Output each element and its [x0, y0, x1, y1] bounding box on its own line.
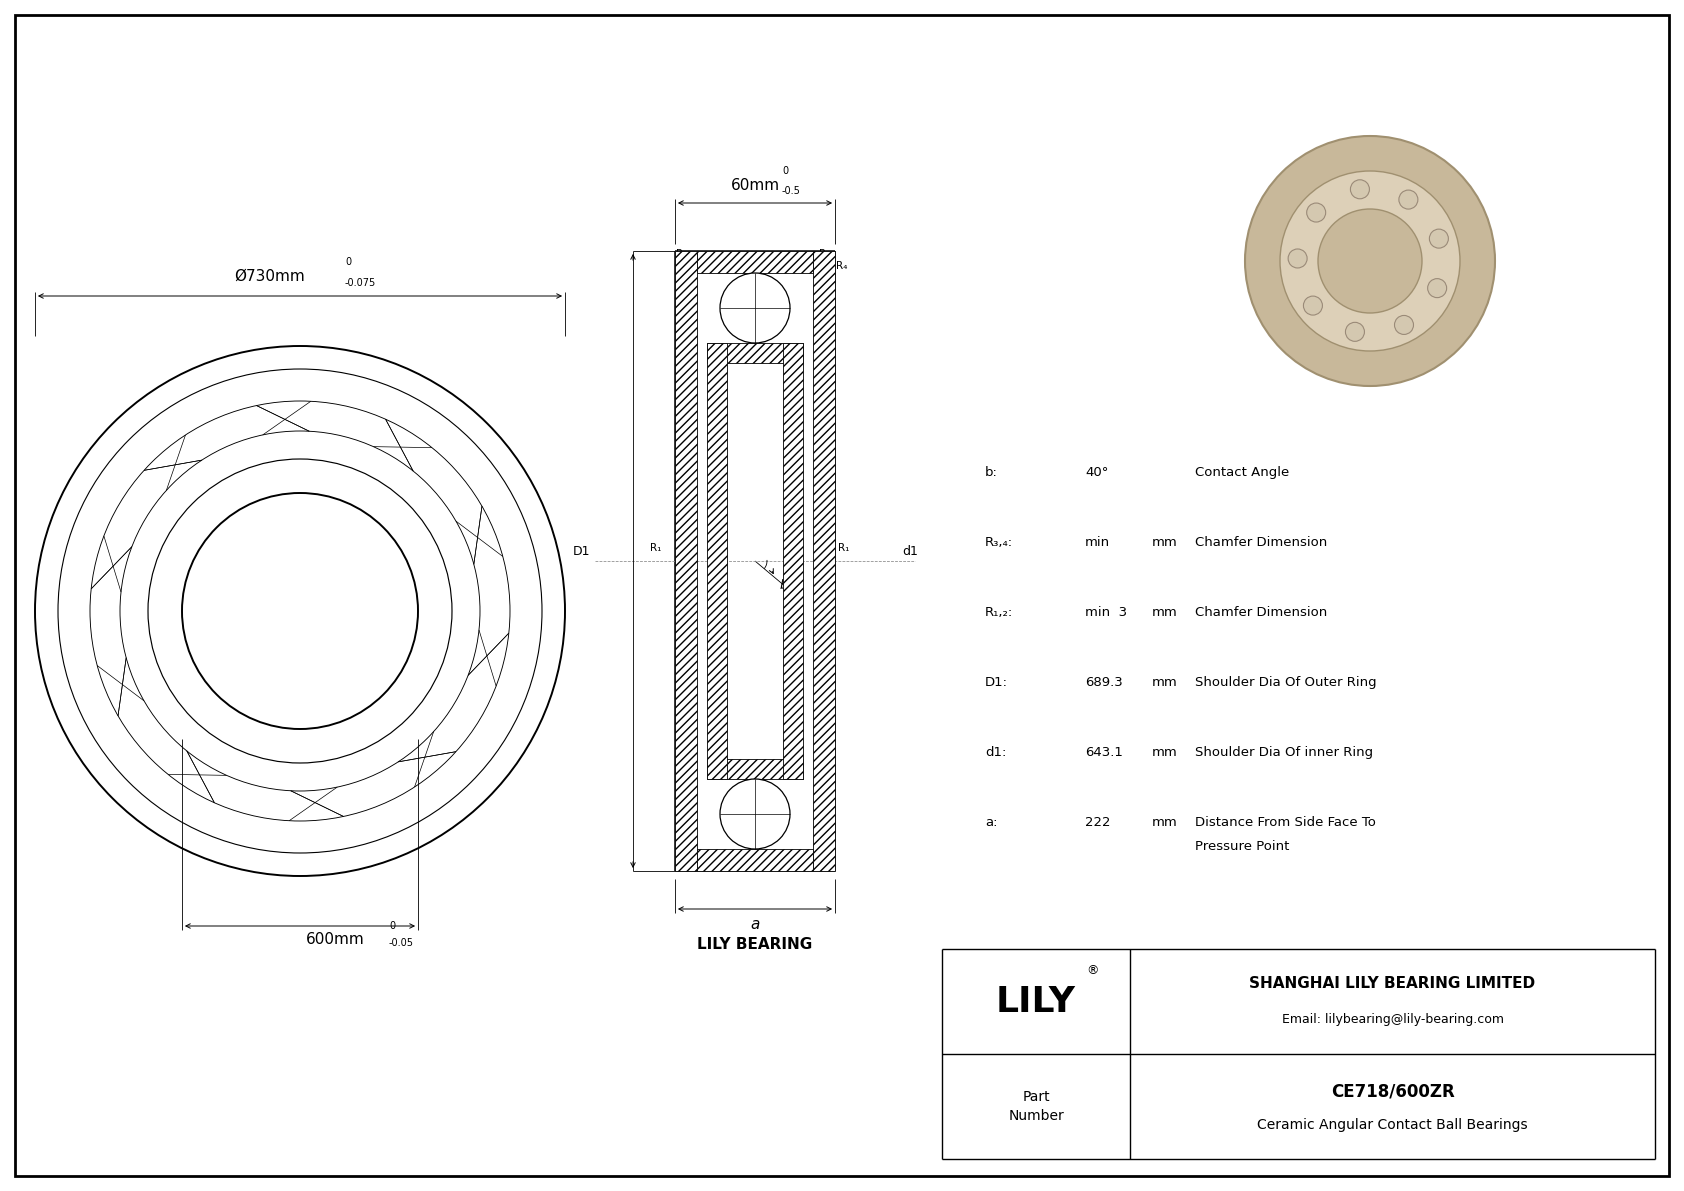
Text: Chamfer Dimension: Chamfer Dimension	[1196, 606, 1327, 619]
Text: ®: ®	[1086, 965, 1098, 978]
Text: Distance From Side Face To: Distance From Side Face To	[1196, 816, 1376, 829]
Circle shape	[1307, 202, 1325, 222]
Text: Email: lilybearing@lily-bearing.com: Email: lilybearing@lily-bearing.com	[1282, 1014, 1504, 1025]
Text: R₁,₂:: R₁,₂:	[985, 606, 1014, 619]
Bar	[707, 343, 727, 779]
Bar	[675, 251, 697, 871]
Text: mm: mm	[1152, 746, 1177, 759]
Text: Ø730mm: Ø730mm	[234, 269, 305, 283]
Text: d1: d1	[903, 545, 918, 559]
Text: R₂: R₂	[680, 569, 690, 579]
Circle shape	[1394, 316, 1413, 335]
Text: 0: 0	[345, 257, 352, 267]
Text: min  3: min 3	[1084, 606, 1127, 619]
Text: R₃: R₃	[818, 249, 830, 258]
Bar	[783, 343, 803, 779]
Circle shape	[1346, 323, 1364, 342]
Circle shape	[1319, 208, 1421, 313]
Text: 0: 0	[389, 921, 396, 931]
Text: mm: mm	[1152, 536, 1177, 549]
Circle shape	[1399, 191, 1418, 210]
Text: mm: mm	[1152, 676, 1177, 690]
Text: Shoulder Dia Of inner Ring: Shoulder Dia Of inner Ring	[1196, 746, 1372, 759]
Bar	[813, 251, 835, 871]
Text: 600mm: 600mm	[305, 933, 364, 947]
Circle shape	[1428, 279, 1447, 298]
Bar	[697, 251, 813, 273]
Circle shape	[1288, 249, 1307, 268]
Text: R₂: R₂	[682, 264, 694, 274]
Text: -0.5: -0.5	[781, 186, 802, 197]
Text: -0.05: -0.05	[389, 939, 414, 948]
Circle shape	[1430, 229, 1448, 248]
Text: R₁: R₁	[650, 543, 662, 553]
Circle shape	[1351, 180, 1369, 199]
Text: a:: a:	[985, 816, 997, 829]
Text: SHANGHAI LILY BEARING LIMITED: SHANGHAI LILY BEARING LIMITED	[1250, 975, 1536, 991]
Text: min: min	[1084, 536, 1110, 549]
Bar	[707, 759, 803, 779]
Text: Contact Angle: Contact Angle	[1196, 466, 1290, 479]
Text: 0: 0	[781, 166, 788, 176]
Text: R₁: R₁	[839, 543, 849, 553]
Text: Part
Number: Part Number	[1009, 1090, 1064, 1123]
Text: Pressure Point: Pressure Point	[1196, 840, 1290, 853]
Text: 40°: 40°	[1084, 466, 1108, 479]
Circle shape	[1244, 136, 1495, 386]
Text: Ceramic Angular Contact Ball Bearings: Ceramic Angular Contact Ball Bearings	[1258, 1117, 1527, 1131]
Circle shape	[1280, 172, 1460, 351]
Text: 222: 222	[1084, 816, 1110, 829]
Text: Shoulder Dia Of Outer Ring: Shoulder Dia Of Outer Ring	[1196, 676, 1376, 690]
Text: Chamfer Dimension: Chamfer Dimension	[1196, 536, 1327, 549]
Text: D1: D1	[573, 545, 589, 559]
Text: R₄: R₄	[835, 261, 847, 272]
Text: LILY BEARING: LILY BEARING	[697, 937, 813, 952]
Bar	[697, 849, 813, 871]
Circle shape	[721, 779, 790, 849]
Text: R₂: R₂	[817, 569, 829, 579]
Text: mm: mm	[1152, 606, 1177, 619]
Text: -0.075: -0.075	[345, 278, 376, 288]
Text: 60mm: 60mm	[731, 177, 780, 193]
Bar	[707, 343, 803, 363]
Text: b: b	[780, 579, 788, 592]
Text: CE718/600ZR: CE718/600ZR	[1330, 1083, 1455, 1100]
Text: D1:: D1:	[985, 676, 1009, 690]
Text: mm: mm	[1152, 816, 1177, 829]
Circle shape	[1303, 297, 1322, 316]
Text: d1:: d1:	[985, 746, 1007, 759]
Text: R₃,₄:: R₃,₄:	[985, 536, 1014, 549]
Text: LILY: LILY	[995, 985, 1076, 1018]
Text: R₁: R₁	[675, 249, 687, 258]
Circle shape	[721, 273, 790, 343]
Text: 643.1: 643.1	[1084, 746, 1123, 759]
Text: 689.3: 689.3	[1084, 676, 1123, 690]
Text: b:: b:	[985, 466, 999, 479]
Text: a: a	[751, 917, 759, 933]
